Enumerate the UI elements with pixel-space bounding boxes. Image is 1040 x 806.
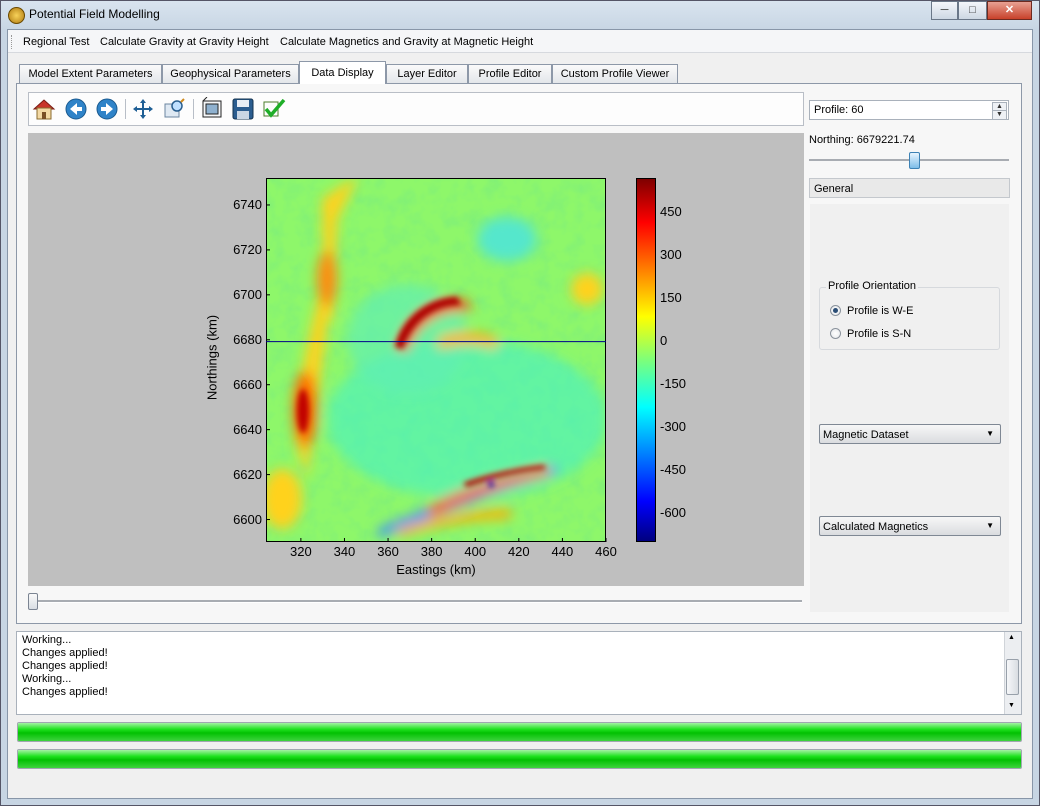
x-tick-label: 440 bbox=[551, 544, 574, 559]
radio-profile-we-label[interactable]: Profile is W-E bbox=[847, 305, 914, 317]
x-tick-label: 320 bbox=[290, 544, 312, 559]
colorbar-tick-label: -450 bbox=[660, 462, 687, 478]
x-tick-label: 380 bbox=[420, 544, 443, 559]
heatmap-peaks bbox=[297, 297, 545, 487]
scroll-up-arrow-icon[interactable]: ▲ bbox=[1008, 634, 1015, 641]
progress-bar-1 bbox=[17, 722, 1022, 742]
y-tick-label: 6740 bbox=[233, 196, 262, 212]
x-tick-label: 420 bbox=[507, 544, 530, 559]
home-icon[interactable] bbox=[32, 97, 56, 121]
heatmap-svg bbox=[267, 179, 605, 541]
scroll-down-arrow-icon[interactable]: ▼ bbox=[1008, 702, 1015, 709]
save-icon[interactable] bbox=[231, 97, 255, 121]
x-tick-label: 360 bbox=[377, 544, 399, 559]
log-line: Changes applied! bbox=[22, 686, 108, 698]
colorbar-tick-label: -150 bbox=[660, 376, 687, 392]
plot-toolbar bbox=[28, 92, 804, 126]
window-title: Potential Field Modelling bbox=[29, 7, 160, 21]
log-output[interactable]: Working... Changes applied! Changes appl… bbox=[16, 631, 1022, 715]
tab-layer-editor[interactable]: Layer Editor bbox=[386, 64, 468, 83]
y-tick-label: 6720 bbox=[233, 241, 262, 257]
menu-bar bbox=[8, 30, 1032, 53]
radio-profile-sn-label[interactable]: Profile is S-N bbox=[847, 328, 912, 340]
y-tick-label: 6600 bbox=[233, 511, 262, 527]
colorbar-tick-label: 0 bbox=[660, 333, 668, 349]
tab-custom-profile-viewer[interactable]: Custom Profile Viewer bbox=[552, 64, 678, 83]
calculated-combo[interactable]: Calculated Magnetics ▼ bbox=[819, 516, 1001, 536]
log-line: Changes applied! bbox=[22, 647, 108, 659]
northing-slider-track[interactable] bbox=[809, 159, 1009, 161]
general-section-label: General bbox=[814, 183, 854, 195]
y-tick-label: 6620 bbox=[233, 466, 262, 482]
log-line: Changes applied! bbox=[22, 660, 108, 672]
close-button[interactable]: ✕ bbox=[987, 1, 1032, 20]
colorbar bbox=[636, 178, 656, 542]
maximize-button[interactable]: □ bbox=[958, 1, 987, 20]
colorbar-tick-label: -300 bbox=[660, 419, 687, 435]
log-line: Working... bbox=[22, 634, 72, 646]
x-axis-label: Eastings (km) bbox=[396, 562, 476, 577]
x-tick-label: 460 bbox=[595, 544, 617, 559]
profile-orientation-group bbox=[819, 287, 1000, 350]
chevron-down-icon: ▼ bbox=[986, 429, 994, 438]
menu-regional-test[interactable]: Regional Test bbox=[23, 36, 90, 48]
colorbar-tick-label: -600 bbox=[660, 505, 687, 521]
menu-calculate-gravity[interactable]: Calculate Gravity at Gravity Height bbox=[100, 36, 269, 48]
x-tick-label: 400 bbox=[464, 544, 487, 559]
profile-spinbox-value: Profile: 60 bbox=[814, 104, 864, 116]
y-tick-label: 6700 bbox=[233, 286, 262, 302]
profile-slider-track[interactable] bbox=[28, 600, 802, 603]
app-icon bbox=[8, 7, 25, 24]
chevron-down-icon: ▼ bbox=[986, 521, 994, 530]
colorbar-tick-label: 150 bbox=[660, 290, 682, 306]
tab-profile-editor[interactable]: Profile Editor bbox=[468, 64, 552, 83]
log-scrollbar[interactable]: ▲ ▼ bbox=[1004, 632, 1021, 714]
northing-label: Northing: 6679221.74 bbox=[809, 134, 915, 146]
radio-profile-sn[interactable] bbox=[830, 328, 841, 339]
log-line: Working... bbox=[22, 673, 72, 685]
dataset-combo[interactable]: Magnetic Dataset ▼ bbox=[819, 424, 1001, 444]
northing-slider-thumb[interactable] bbox=[909, 152, 921, 169]
toolbar-grip-icon bbox=[11, 35, 15, 49]
heatmap-image[interactable] bbox=[266, 178, 606, 542]
progress-bar-2-fill bbox=[18, 750, 1021, 768]
tab-data-display[interactable]: Data Display bbox=[299, 61, 386, 84]
dataset-combo-value: Magnetic Dataset bbox=[823, 429, 909, 441]
configure-subplots-icon[interactable] bbox=[200, 97, 224, 121]
spin-down-arrow-icon[interactable]: ▼ bbox=[992, 110, 1007, 120]
y-tick-label: 6660 bbox=[233, 376, 262, 392]
minimize-button[interactable]: ─ bbox=[931, 1, 958, 20]
profile-spinbox[interactable]: Profile: 60 ▲ ▼ bbox=[809, 100, 1009, 120]
general-section-header[interactable]: General bbox=[809, 178, 1010, 198]
toolbar-separator bbox=[193, 99, 194, 119]
progress-bar-2 bbox=[17, 749, 1022, 769]
back-arrow-icon[interactable] bbox=[64, 97, 88, 121]
y-tick-label: 6640 bbox=[233, 421, 262, 437]
y-axis-label: Northings (km) bbox=[204, 314, 220, 401]
tab-model-extent-parameters[interactable]: Model Extent Parameters bbox=[19, 64, 162, 83]
forward-arrow-icon[interactable] bbox=[95, 97, 119, 121]
toolbar-separator bbox=[125, 99, 126, 119]
apply-check-icon[interactable] bbox=[262, 97, 286, 121]
y-tick-label: 6680 bbox=[233, 331, 262, 347]
tab-geophysical-parameters[interactable]: Geophysical Parameters bbox=[162, 64, 299, 83]
radio-profile-we[interactable] bbox=[830, 305, 841, 316]
profile-orientation-title: Profile Orientation bbox=[826, 280, 919, 292]
colorbar-tick-label: 300 bbox=[660, 247, 682, 263]
calculated-combo-value: Calculated Magnetics bbox=[823, 521, 929, 533]
profile-slider-thumb[interactable] bbox=[28, 593, 38, 610]
general-section-body bbox=[810, 204, 1009, 612]
pan-icon[interactable] bbox=[131, 97, 155, 121]
log-scrollbar-thumb[interactable] bbox=[1006, 659, 1019, 695]
progress-bar-1-fill bbox=[18, 723, 1021, 741]
menu-calculate-magnetics-gravity[interactable]: Calculate Magnetics and Gravity at Magne… bbox=[280, 36, 534, 48]
x-tick-label: 340 bbox=[333, 544, 356, 559]
colorbar-tick-label: 450 bbox=[660, 204, 682, 220]
zoom-icon[interactable] bbox=[162, 97, 186, 121]
